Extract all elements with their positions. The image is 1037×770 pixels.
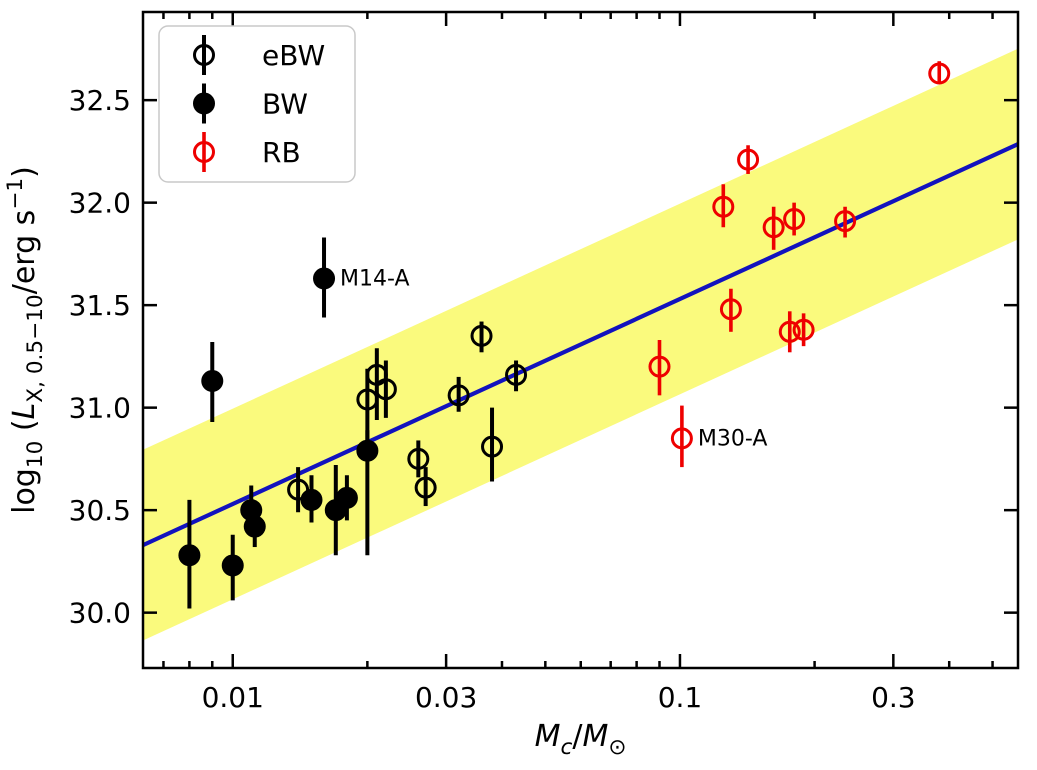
y-tick-label: 30.5	[69, 494, 131, 527]
x-axis-label: Mc/M⊙	[535, 719, 627, 760]
data-point-eBW	[481, 435, 504, 458]
data-point-RB	[792, 318, 815, 341]
data-point-RB	[648, 355, 671, 378]
x-tick-label: 0.03	[415, 681, 477, 714]
fit-line	[143, 142, 1018, 548]
data-point-BW	[300, 488, 323, 511]
data-point-BW	[313, 267, 336, 290]
legend-marker-eBW	[193, 44, 215, 66]
plot-area	[143, 48, 1018, 641]
data-point-RB	[737, 148, 760, 171]
data-point-RB	[834, 210, 857, 233]
legend-box	[158, 25, 356, 183]
data-point-RB	[762, 216, 785, 239]
data-point-eBW	[470, 324, 493, 347]
legend-label-BW: BW	[262, 88, 308, 121]
data-point-RB	[778, 320, 801, 343]
data-point-BW	[221, 554, 244, 577]
data-point-RB	[670, 427, 693, 450]
y-tick-label: 32.5	[69, 84, 131, 117]
data-point-BW	[178, 544, 201, 567]
annotation-M30-A: M30-A	[698, 426, 767, 451]
y-tick-label: 31.0	[69, 392, 131, 425]
y-tick-label: 30.0	[69, 597, 131, 630]
legend-marker-BW	[193, 92, 215, 115]
data-point-BW	[201, 370, 224, 392]
y-axis-label: log10 (LX, 0.5−10/erg s−1)	[3, 166, 48, 514]
data-point-eBW	[407, 447, 430, 470]
axis-ticks	[143, 12, 1018, 668]
x-tick-label: 0.3	[871, 681, 916, 714]
data-point-RB	[928, 62, 951, 85]
legend-marker-RB	[193, 141, 215, 163]
x-tick-label: 0.01	[202, 681, 264, 714]
annotation-M14-A: M14-A	[340, 267, 409, 292]
y-tick-label: 31.5	[69, 289, 131, 322]
data-point-eBW	[374, 378, 397, 401]
legend-label-RB: RB	[262, 136, 301, 169]
data-point-BW	[356, 439, 379, 462]
data-point-eBW	[414, 476, 437, 499]
data-point-RB	[783, 208, 806, 231]
data-point-eBW	[447, 384, 470, 407]
y-tick-label: 32.0	[69, 187, 131, 220]
data-point-BW	[243, 515, 266, 538]
data-point-BW	[335, 486, 358, 509]
legend-label-eBW: eBW	[262, 39, 325, 72]
data-point-eBW	[505, 363, 528, 386]
legend: eBW BW RB	[158, 25, 356, 183]
data-point-RB	[712, 195, 735, 218]
series-eBW	[287, 321, 528, 513]
series-BW	[178, 237, 379, 609]
series-RB	[648, 61, 951, 468]
data-point-RB	[719, 298, 742, 321]
x-tick-label: 0.1	[658, 681, 703, 714]
